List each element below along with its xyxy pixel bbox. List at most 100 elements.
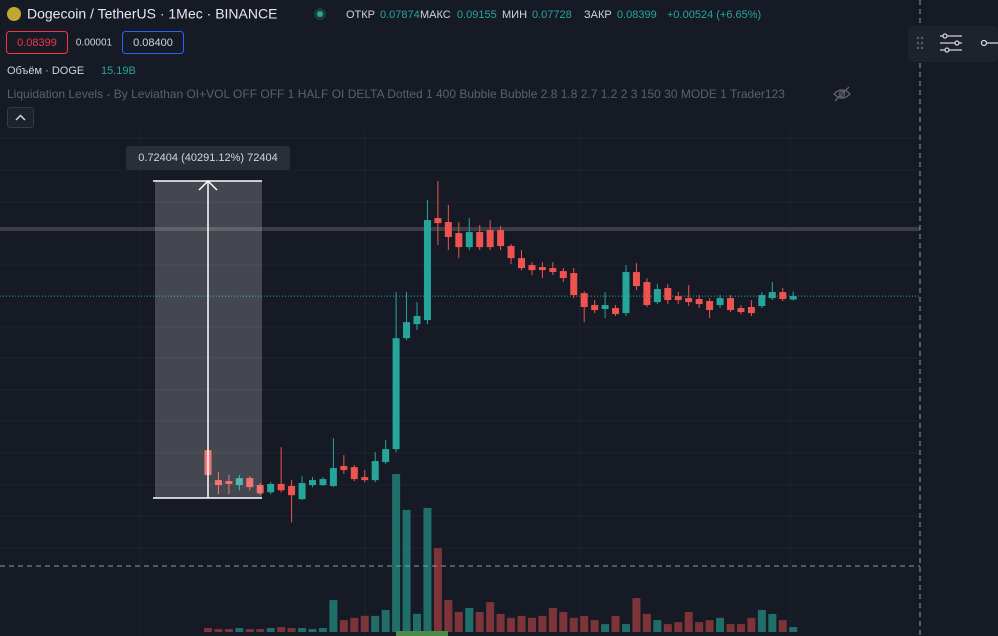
candle-body (497, 230, 505, 247)
candle-body (371, 461, 379, 481)
volume-bar (454, 611, 463, 632)
volume-bar (360, 615, 369, 632)
candle-body (528, 265, 536, 271)
candle-body (246, 478, 254, 488)
candle-body (758, 295, 766, 307)
volume-last: 15.19B (101, 65, 136, 77)
candle-body (570, 273, 578, 296)
candle-body (518, 258, 525, 269)
candle-body (277, 483, 285, 491)
volume-bar (298, 628, 307, 632)
volume-bar (287, 628, 296, 632)
high-value: 0.09155 (457, 9, 497, 21)
candle-body (664, 288, 672, 301)
candle-body (214, 480, 222, 486)
symbol-icon (7, 7, 21, 21)
measure-arrowhead (198, 179, 218, 191)
volume-bar (318, 628, 327, 632)
symbol-title[interactable]: Dogecoin / TetherUS · 1Мес · BINANCE (27, 6, 277, 22)
candle-body (695, 299, 703, 305)
candle-body (779, 292, 787, 300)
change-value: +0.00524 (+6.65%) (667, 9, 761, 21)
hide-icon[interactable] (833, 86, 851, 102)
volume-bar (538, 615, 547, 632)
candle-body (235, 478, 243, 486)
volume-bar (757, 609, 766, 632)
candle-body (737, 308, 745, 313)
measure-label: 0.72404 (40291.12%) 72404 (138, 152, 277, 164)
candle-body (319, 479, 327, 486)
volume-bar (559, 611, 568, 632)
candle-body (486, 230, 494, 248)
volume-bar (433, 548, 442, 632)
volume-bar (465, 607, 474, 632)
low-value: 0.07728 (532, 9, 572, 21)
volume-bar (590, 620, 599, 632)
volume-bar (653, 620, 662, 632)
candle-body (298, 483, 306, 500)
volume-bar (371, 615, 380, 632)
volume-bar (381, 609, 390, 632)
open-label: ОТКР (346, 9, 375, 21)
volume-bar (517, 615, 526, 632)
drag-handle[interactable] (916, 36, 924, 50)
time-highlight (396, 631, 448, 636)
volume-bar (611, 615, 620, 632)
candle-body (256, 485, 264, 494)
candle-body (413, 316, 421, 325)
candle-body (612, 308, 620, 315)
candle-body (674, 296, 682, 301)
plot-area (0, 181, 920, 632)
volume-bar (350, 617, 359, 632)
candle-body (340, 466, 348, 471)
volume-bar (329, 600, 338, 632)
ask-price: 0.08400 (133, 37, 173, 49)
volume-bar (204, 628, 212, 632)
open-value: 0.07874 (380, 9, 420, 21)
candle-body (789, 296, 797, 300)
candle-body (434, 218, 442, 224)
candle-body (329, 468, 337, 486)
candle-body (350, 467, 358, 480)
volume-bar (747, 617, 756, 632)
candle-body (476, 232, 484, 248)
candle-body (465, 232, 473, 248)
candle-body (382, 449, 390, 463)
candle-body (309, 480, 316, 486)
close-value: 0.08399 (617, 9, 657, 21)
volume-bar (256, 629, 265, 632)
candle-body (444, 222, 452, 237)
volume-bar (224, 629, 233, 632)
sell-box[interactable] (6, 31, 68, 54)
volume-bar (444, 600, 453, 632)
candle-body (549, 268, 557, 273)
buy-box[interactable] (122, 31, 184, 54)
volume-bar (789, 626, 798, 632)
candle-body (392, 338, 400, 450)
volume-bar (622, 624, 630, 632)
volume-bar (413, 613, 421, 632)
toolbar (908, 26, 998, 62)
candle-body (706, 301, 714, 311)
candle-body (601, 305, 609, 310)
candle-body (403, 322, 411, 339)
volume-bar (475, 611, 484, 632)
volume-bar (486, 602, 495, 632)
volume-bar (726, 624, 735, 632)
indicator-legend[interactable]: Liquidation Levels - By Leviathan OI+VOL… (7, 87, 785, 101)
volume-bar (507, 617, 516, 632)
line-tool-icon[interactable] (980, 39, 998, 47)
volume-bar (663, 624, 672, 632)
volume-bar (548, 607, 557, 632)
candle-body (653, 289, 661, 303)
volume-bar (569, 617, 578, 632)
spread: 0.00001 (76, 38, 113, 49)
collapse-button[interactable] (7, 107, 34, 128)
candle-body (455, 233, 463, 248)
grid (0, 130, 920, 636)
high-label: МАКС (420, 9, 451, 21)
close-label: ЗАКР (584, 9, 612, 21)
settings-icon[interactable] (940, 33, 962, 53)
bid-price: 0.08399 (17, 37, 57, 49)
